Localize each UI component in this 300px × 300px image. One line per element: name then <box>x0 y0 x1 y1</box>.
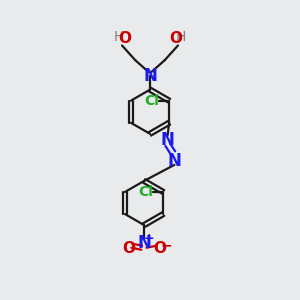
Text: H: H <box>114 30 124 44</box>
Text: O: O <box>169 31 182 46</box>
Text: N: N <box>167 152 182 170</box>
Text: O: O <box>153 241 166 256</box>
Text: H: H <box>176 30 186 44</box>
Text: −: − <box>160 239 172 253</box>
Text: N: N <box>143 67 157 85</box>
Text: O: O <box>118 31 131 46</box>
Text: Cl: Cl <box>138 185 153 199</box>
Text: N: N <box>137 234 151 252</box>
Text: O: O <box>122 241 135 256</box>
Text: +: + <box>144 232 155 245</box>
Text: N: N <box>161 131 175 149</box>
Text: Cl: Cl <box>144 94 159 108</box>
